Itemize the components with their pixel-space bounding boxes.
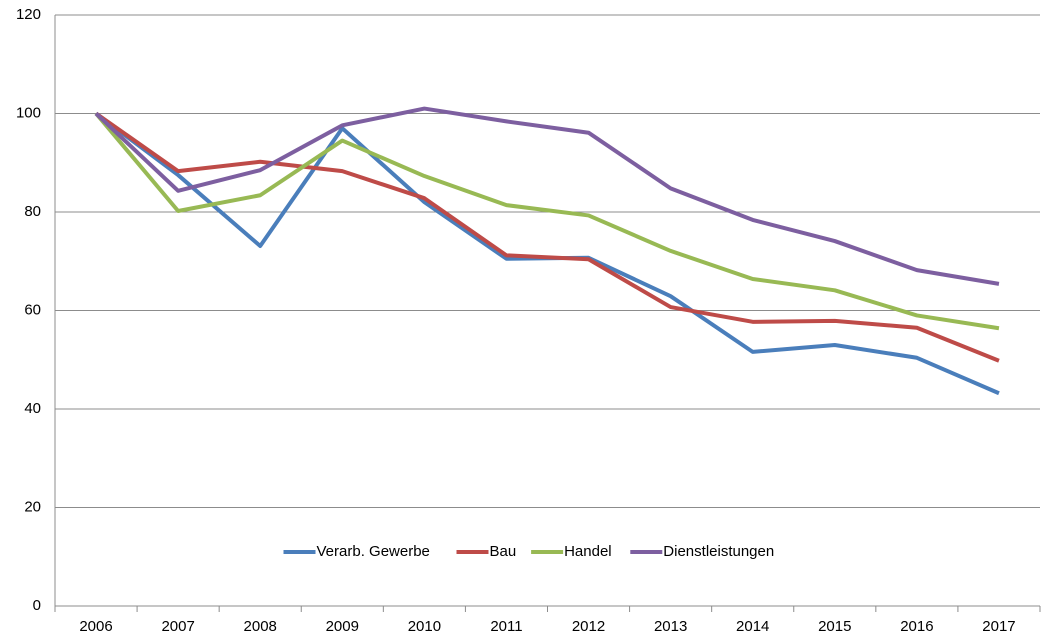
x-tick-label: 2013 — [654, 618, 687, 635]
line-series — [94, 111, 1000, 363]
legend-label: Bau — [490, 543, 517, 560]
x-tick-label: 2014 — [736, 618, 769, 635]
x-tick-label: 2016 — [900, 618, 933, 635]
x-tick-label: 2006 — [79, 618, 112, 635]
x-tick-label: 2012 — [572, 618, 605, 635]
y-tick-label: 0 — [33, 597, 41, 614]
legend-label: Dienstleistungen — [663, 543, 774, 560]
y-tick-label: 120 — [16, 6, 41, 23]
x-tick-label: 2010 — [408, 618, 441, 635]
x-tick-label: 2009 — [326, 618, 359, 635]
y-tick-label: 100 — [16, 104, 41, 121]
legend-label: Verarb. Gewerbe — [317, 543, 430, 560]
y-tick-label: 80 — [24, 203, 41, 220]
x-tick-label: 2011 — [490, 618, 522, 635]
line-series — [94, 112, 1000, 331]
x-tick-label: 2008 — [244, 618, 277, 635]
y-tick-label: 40 — [24, 400, 41, 417]
line-series — [94, 106, 1000, 286]
x-tick-label: 2015 — [818, 618, 851, 635]
y-tick-label: 60 — [24, 301, 41, 318]
x-tick-label: 2017 — [982, 618, 1015, 635]
line-series — [94, 111, 1000, 396]
y-tick-label: 20 — [24, 498, 41, 515]
x-tick-label: 2007 — [161, 618, 194, 635]
legend-label: Handel — [564, 543, 612, 560]
